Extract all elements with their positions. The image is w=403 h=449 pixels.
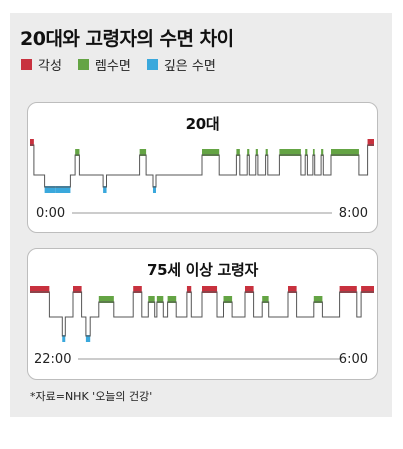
stage-band-wake: [73, 286, 82, 293]
stage-band-deep: [62, 335, 66, 342]
stage-band-rem: [156, 296, 164, 303]
hypnogram-line: [30, 291, 374, 337]
chart-title-20s: 20대: [185, 115, 220, 133]
stage-band-wake: [202, 286, 218, 293]
x-end-label-20s: 8:00: [338, 206, 368, 221]
legend: 각성 렘수면 깊은 수면: [21, 55, 232, 74]
stage-band-deep: [55, 186, 71, 193]
stage-band-deep: [152, 186, 156, 193]
stage-band-wake: [245, 286, 254, 293]
legend-item-wake: 각성: [21, 55, 62, 74]
hypnogram-chart-elderly: [30, 286, 374, 360]
x-start-label-20s: 0:00: [36, 206, 66, 221]
stage-band-wake: [30, 286, 50, 293]
hypnogram-card-20s: 20대 0:00 8:00: [27, 102, 378, 233]
stage-band-rem: [148, 296, 155, 303]
page-title: 20대와 고령자의 수면 차이: [20, 28, 234, 50]
stage-band-rem: [262, 296, 269, 303]
hypnogram-chart-20s: [30, 139, 374, 214]
stage-band-deep: [85, 335, 91, 342]
stage-band-rem: [321, 149, 324, 156]
stage-band-rem: [139, 149, 147, 156]
stage-band-wake: [288, 286, 297, 293]
stage-band-deep: [103, 186, 107, 193]
legend-label-deep: 깊은 수면: [163, 58, 216, 74]
legend-label-wake: 각성: [38, 58, 62, 74]
hypnogram-line: [30, 144, 374, 188]
stage-band-rem: [255, 149, 258, 156]
stage-band-rem: [202, 149, 220, 156]
chart-title-elderly: 75세 이상 고령자: [146, 261, 259, 279]
stage-band-deep: [44, 186, 56, 193]
stage-band-rem: [223, 296, 233, 303]
legend-item-deep: 깊은 수면: [146, 55, 216, 74]
stage-band-wake: [30, 139, 34, 146]
stage-band-rem: [75, 149, 80, 156]
legend-item-rem: 렘수면: [77, 55, 131, 74]
legend-swatch-deep: [146, 58, 158, 70]
stage-band-wake: [339, 286, 357, 293]
stage-band-rem: [305, 149, 308, 156]
stage-band-rem: [236, 149, 240, 156]
stage-band-rem: [167, 296, 177, 303]
stage-band-rem: [265, 149, 268, 156]
legend-swatch-rem: [77, 58, 89, 70]
stage-band-wake: [367, 139, 374, 146]
stage-band-rem: [313, 296, 323, 303]
legend-swatch-wake: [21, 58, 32, 70]
source-note: *자료=NHK '오늘의 건강': [30, 390, 153, 403]
stage-band-wake: [133, 286, 142, 293]
stage-band-rem: [279, 149, 301, 156]
x-start-label-elderly: 22:00: [34, 352, 72, 367]
stage-band-rem: [247, 149, 250, 156]
legend-label-rem: 렘수면: [94, 58, 131, 74]
stage-band-rem: [98, 296, 114, 303]
stage-band-wake: [361, 286, 374, 293]
stage-band-wake: [186, 286, 192, 293]
stage-band-rem: [312, 149, 315, 156]
x-end-label-elderly: 6:00: [338, 352, 368, 367]
hypnogram-card-elderly: 75세 이상 고령자 22:00 6:00: [27, 248, 378, 380]
stage-band-rem: [331, 149, 359, 156]
